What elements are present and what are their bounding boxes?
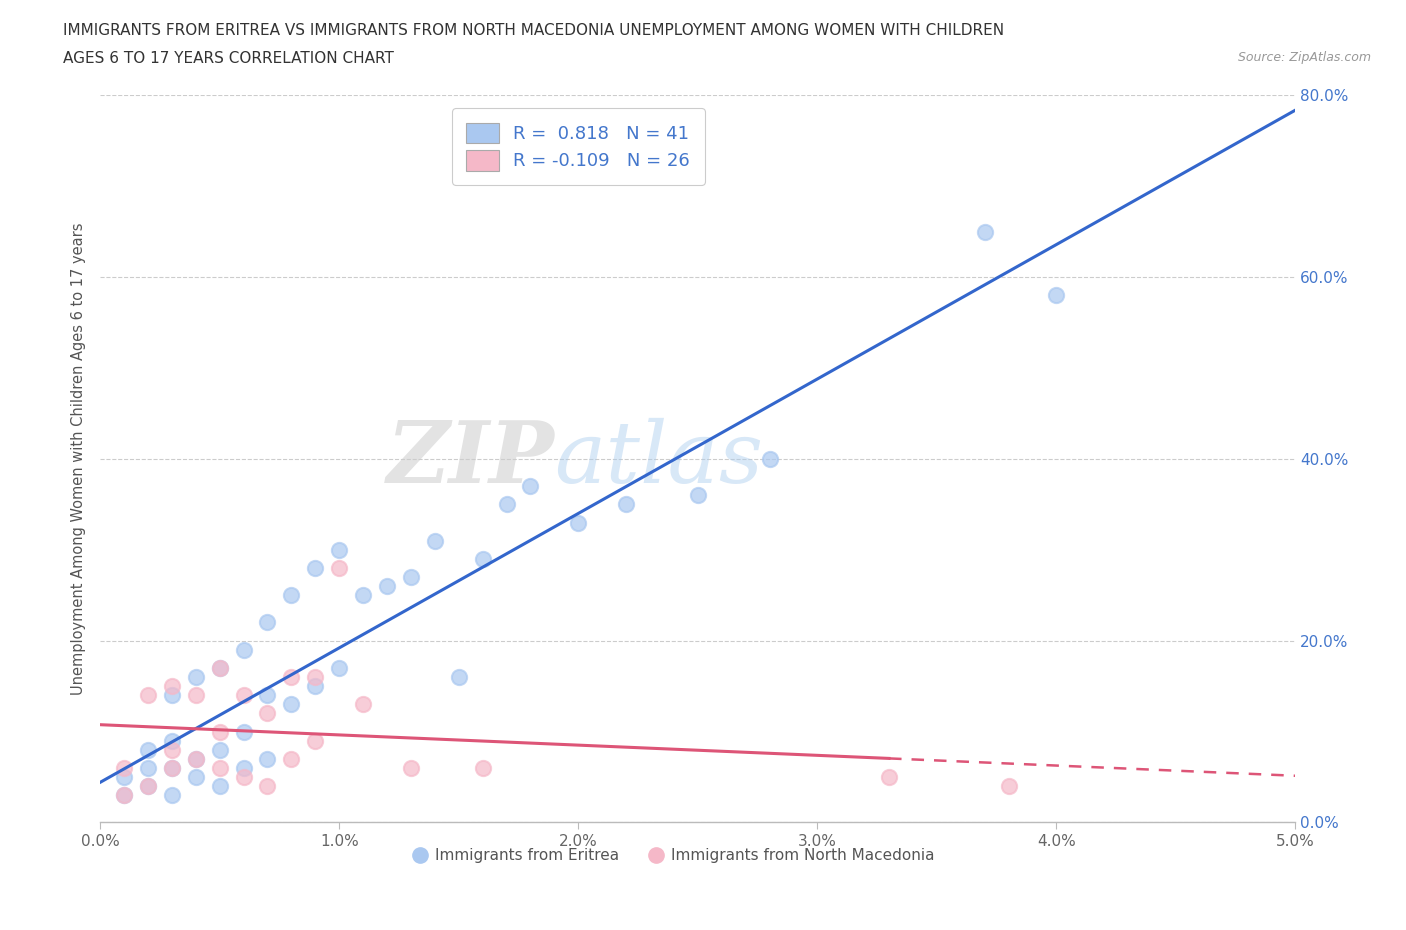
Point [447, 670, 470, 684]
Point [614, 497, 637, 512]
Point [112, 761, 135, 776]
Point [160, 742, 183, 757]
Point [304, 670, 326, 684]
Point [997, 778, 1019, 793]
Text: ZIP: ZIP [387, 418, 554, 500]
Point [328, 561, 350, 576]
Point [112, 769, 135, 784]
Point [471, 761, 494, 776]
Point [280, 751, 302, 766]
Point [136, 688, 159, 703]
Point [256, 751, 278, 766]
Point [208, 742, 231, 757]
Point [1045, 288, 1067, 303]
Point [232, 769, 254, 784]
Point [471, 551, 494, 566]
Point [280, 588, 302, 603]
Point [256, 615, 278, 630]
Point [280, 697, 302, 711]
Point [160, 679, 183, 694]
Point [758, 451, 780, 466]
Point [686, 488, 709, 503]
Point [160, 688, 183, 703]
Legend: Immigrants from Eritrea, Immigrants from North Macedonia: Immigrants from Eritrea, Immigrants from… [408, 842, 941, 870]
Point [280, 670, 302, 684]
Point [256, 706, 278, 721]
Point [208, 660, 231, 675]
Point [184, 670, 207, 684]
Point [495, 497, 517, 512]
Point [375, 578, 398, 593]
Point [567, 515, 589, 530]
Point [352, 697, 374, 711]
Point [352, 588, 374, 603]
Point [184, 688, 207, 703]
Point [136, 742, 159, 757]
Point [304, 561, 326, 576]
Point [423, 533, 446, 548]
Point [232, 688, 254, 703]
Point [877, 769, 900, 784]
Point [399, 569, 422, 584]
Point [232, 724, 254, 739]
Point [256, 778, 278, 793]
Y-axis label: Unemployment Among Women with Children Ages 6 to 17 years: Unemployment Among Women with Children A… [72, 222, 86, 695]
Point [160, 761, 183, 776]
Point [184, 769, 207, 784]
Point [256, 688, 278, 703]
Point [136, 778, 159, 793]
Point [136, 778, 159, 793]
Point [399, 761, 422, 776]
Point [184, 751, 207, 766]
Text: IMMIGRANTS FROM ERITREA VS IMMIGRANTS FROM NORTH MACEDONIA UNEMPLOYMENT AMONG WO: IMMIGRANTS FROM ERITREA VS IMMIGRANTS FR… [63, 23, 1004, 38]
Point [328, 660, 350, 675]
Point [112, 788, 135, 803]
Point [304, 733, 326, 748]
Text: Source: ZipAtlas.com: Source: ZipAtlas.com [1237, 51, 1371, 64]
Point [328, 542, 350, 557]
Point [232, 643, 254, 658]
Point [208, 761, 231, 776]
Text: AGES 6 TO 17 YEARS CORRELATION CHART: AGES 6 TO 17 YEARS CORRELATION CHART [63, 51, 394, 66]
Point [208, 778, 231, 793]
Point [232, 761, 254, 776]
Point [160, 733, 183, 748]
Point [304, 679, 326, 694]
Point [136, 761, 159, 776]
Point [160, 761, 183, 776]
Point [208, 724, 231, 739]
Text: atlas: atlas [554, 418, 763, 500]
Point [112, 788, 135, 803]
Point [973, 224, 995, 239]
Point [160, 788, 183, 803]
Point [208, 660, 231, 675]
Point [184, 751, 207, 766]
Point [519, 479, 541, 494]
